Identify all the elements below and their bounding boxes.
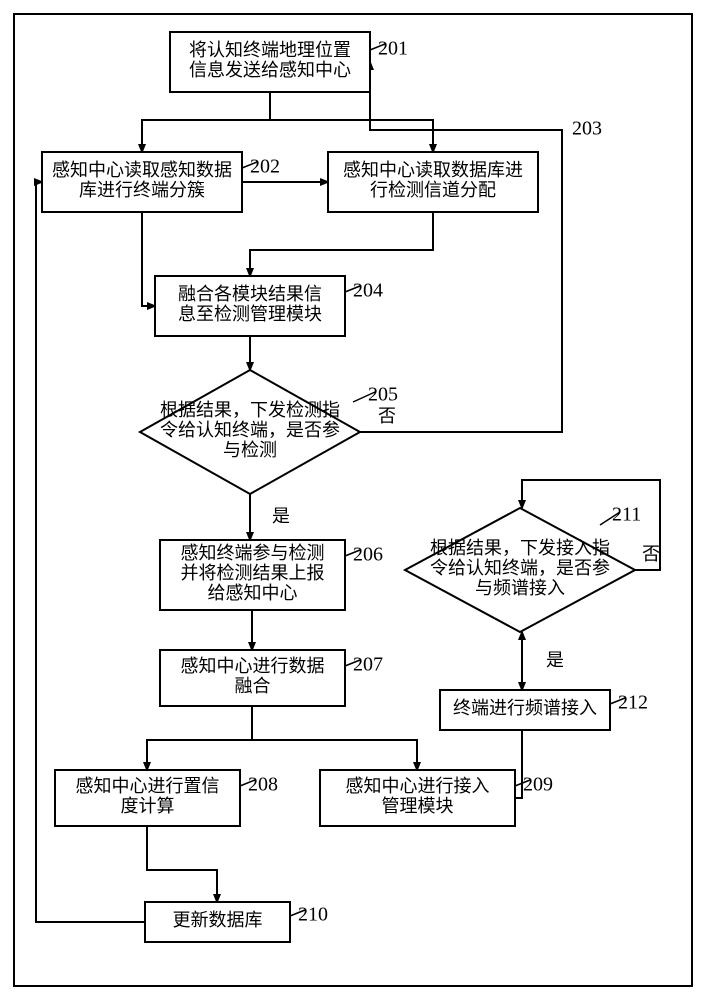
node-text: 感知中心进行置信	[76, 776, 220, 796]
node-text: 感知中心进行接入	[346, 776, 490, 796]
step-number: 211	[612, 504, 641, 526]
node-text: 令给认知终端，是否参	[160, 420, 340, 440]
node-text: 感知中心读取数据库进	[343, 160, 523, 180]
step-number: 205	[368, 384, 398, 406]
step-number: 203	[572, 118, 602, 140]
node-text: 感知中心读取感知数据	[52, 160, 232, 180]
step-number: 212	[618, 692, 648, 714]
nodes-layer: 将认知终端地理位置信息发送给感知中心感知中心读取感知数据库进行终端分簇 感知中心读…	[42, 32, 635, 942]
node-text: 与频谱接入	[475, 578, 565, 598]
node-text: 并将检测结果上报	[181, 563, 325, 583]
step-number: 206	[353, 544, 383, 566]
step-number: 210	[298, 904, 328, 926]
node-text: 融合	[235, 676, 271, 696]
edge-label: 是	[272, 506, 290, 526]
connector	[147, 826, 217, 902]
node-text: 度计算	[121, 796, 175, 816]
step-number: 209	[523, 774, 553, 796]
node-text: 更新数据库	[173, 910, 263, 930]
node-text: 信息发送给感知中心	[189, 60, 351, 80]
node-text: 终端进行频谱接入	[453, 698, 597, 718]
node-text: 将认知终端地理位置	[189, 40, 351, 60]
connector	[252, 740, 417, 770]
connector	[142, 120, 270, 152]
node-text: 感知终端参与检测	[181, 543, 325, 563]
connector	[250, 212, 433, 276]
step-number: 202	[250, 156, 280, 178]
edge-label: 是	[546, 650, 564, 670]
connector	[270, 120, 433, 152]
node-text: 与检测	[223, 440, 277, 460]
node-text: 息至检测管理模块	[178, 304, 322, 324]
node-text: 给感知中心	[208, 583, 298, 603]
connector	[360, 62, 562, 432]
node-text: 管理模块	[382, 796, 454, 816]
node-text: 根据结果，下发检测指	[160, 400, 340, 420]
node-text: 根据结果，下发接入指	[430, 538, 610, 558]
node-text: 感知中心进行数据	[181, 656, 325, 676]
edge-label: 否	[642, 544, 660, 564]
node-text: 行检测信道分配	[370, 180, 496, 200]
connector	[147, 740, 252, 770]
node-text: 令给认知终端，是否参	[430, 558, 610, 578]
step-number: 208	[248, 774, 278, 796]
connector	[142, 212, 155, 306]
step-number: 204	[353, 280, 383, 302]
node-text: 库进行终端分簇	[79, 180, 205, 200]
edge-label: 否	[378, 406, 396, 426]
node-text: 融合各模块结果信	[178, 284, 322, 304]
step-number: 201	[378, 38, 408, 60]
step-number: 207	[353, 654, 383, 676]
